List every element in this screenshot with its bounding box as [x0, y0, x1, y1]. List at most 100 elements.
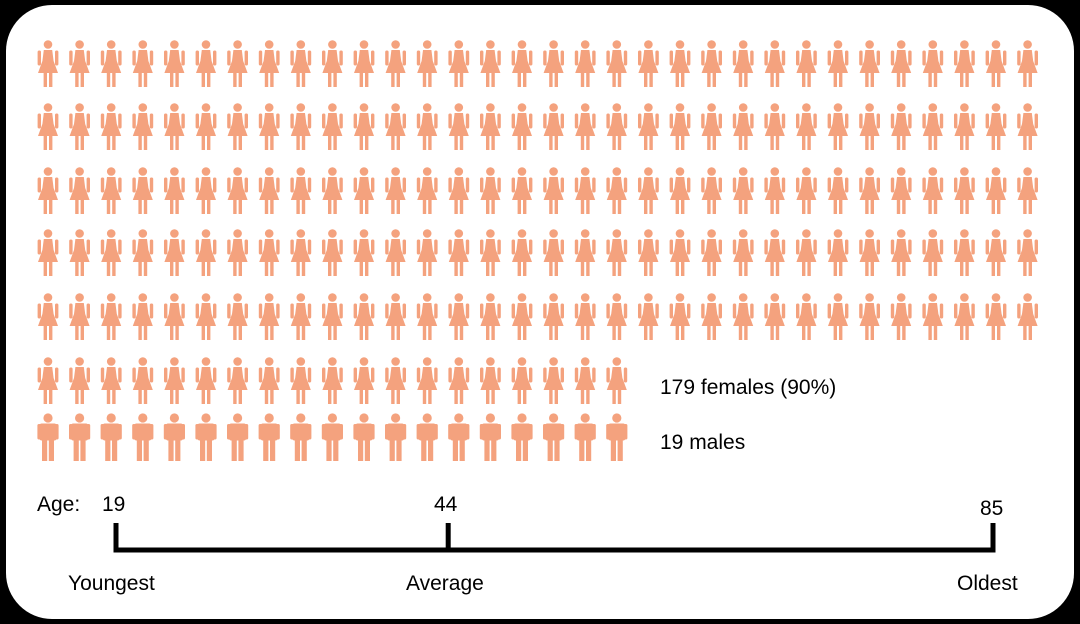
- female-person-icon: [258, 167, 280, 214]
- pictogram-chart: [37, 40, 1038, 553]
- female-person-icon: [954, 103, 975, 150]
- female-person-icon: [322, 40, 343, 87]
- female-person-icon: [258, 229, 280, 276]
- female-person-icon: [511, 293, 533, 340]
- male-person-icon: [511, 413, 533, 461]
- male-person-icon: [195, 413, 217, 461]
- female-person-icon: [448, 293, 470, 340]
- female-person-icon: [732, 103, 754, 150]
- age-min-value: 19: [102, 493, 126, 516]
- female-person-icon: [322, 167, 343, 214]
- male-person-icon: [543, 413, 565, 461]
- female-person-icon: [132, 293, 154, 340]
- male-person-icon: [448, 413, 470, 461]
- female-person-icon: [227, 293, 248, 340]
- female-person-icon: [669, 167, 691, 214]
- female-person-icon: [480, 357, 501, 404]
- female-person-icon: [890, 229, 912, 276]
- female-person-icon: [732, 229, 754, 276]
- average-caption: Average: [406, 572, 484, 595]
- female-person-icon: [954, 293, 975, 340]
- female-person-icon: [764, 229, 786, 276]
- female-person-icon: [37, 167, 59, 214]
- female-person-icon: [385, 103, 406, 150]
- female-legend-label: 179 females (90%): [660, 376, 837, 399]
- female-person-icon: [890, 103, 912, 150]
- female-person-icon: [164, 293, 185, 340]
- female-person-icon: [37, 357, 59, 404]
- female-person-icon: [638, 167, 659, 214]
- female-person-icon: [290, 103, 312, 150]
- female-person-icon: [69, 40, 90, 87]
- female-person-icon: [448, 357, 470, 404]
- female-person-icon: [385, 229, 406, 276]
- female-person-icon: [954, 40, 975, 87]
- female-person-icon: [1017, 229, 1038, 276]
- female-person-icon: [511, 357, 533, 404]
- female-person-icon: [764, 167, 786, 214]
- female-person-icon: [954, 229, 975, 276]
- age-axis-label: Age:: [37, 493, 81, 516]
- female-person-icon: [416, 103, 438, 150]
- female-person-icon: [922, 103, 944, 150]
- female-person-icon: [606, 229, 628, 276]
- female-person-icon: [511, 167, 533, 214]
- female-person-icon: [574, 293, 596, 340]
- female-person-icon: [827, 103, 849, 150]
- female-person-icon: [69, 229, 90, 276]
- female-person-icon: [258, 40, 280, 87]
- female-person-icon: [69, 167, 90, 214]
- female-person-icon: [480, 40, 501, 87]
- female-person-icon: [606, 357, 628, 404]
- female-person-icon: [511, 40, 533, 87]
- female-person-icon: [195, 103, 217, 150]
- female-person-icon: [606, 103, 628, 150]
- female-person-icon: [985, 103, 1007, 150]
- female-person-icon: [954, 167, 975, 214]
- female-person-icon: [543, 40, 564, 87]
- female-person-icon: [859, 229, 880, 276]
- female-person-icon: [132, 229, 154, 276]
- female-person-icon: [353, 293, 375, 340]
- female-person-icon: [195, 40, 217, 87]
- female-person-icon: [448, 103, 470, 150]
- female-person-icon: [606, 40, 628, 87]
- female-person-icon: [258, 103, 280, 150]
- female-person-icon: [543, 357, 564, 404]
- female-person-icon: [669, 103, 691, 150]
- female-person-icon: [164, 103, 185, 150]
- female-person-icon: [353, 229, 375, 276]
- female-person-icon: [796, 103, 817, 150]
- female-person-icon: [227, 357, 248, 404]
- female-person-icon: [890, 40, 912, 87]
- female-person-icon: [322, 103, 343, 150]
- female-person-icon: [764, 103, 786, 150]
- male-person-icon: [227, 413, 249, 461]
- male-person-icon: [163, 413, 185, 461]
- female-person-icon: [574, 167, 596, 214]
- female-person-icon: [100, 229, 122, 276]
- female-person-icon: [69, 103, 90, 150]
- female-person-icon: [1017, 103, 1038, 150]
- male-person-icon: [574, 413, 596, 461]
- female-person-icon: [732, 40, 754, 87]
- male-person-icon: [290, 413, 312, 461]
- female-person-icon: [985, 40, 1007, 87]
- female-person-icon: [416, 293, 438, 340]
- female-person-icon: [227, 167, 248, 214]
- female-person-icon: [574, 229, 596, 276]
- female-person-icon: [796, 167, 817, 214]
- female-person-icon: [701, 40, 722, 87]
- female-person-icon: [258, 293, 280, 340]
- female-person-icon: [890, 293, 912, 340]
- female-person-icon: [669, 293, 691, 340]
- female-person-icon: [574, 103, 596, 150]
- female-person-icon: [322, 229, 343, 276]
- female-person-icon: [574, 357, 596, 404]
- female-person-icon: [227, 229, 248, 276]
- female-person-icon: [764, 40, 786, 87]
- female-person-icon: [100, 167, 122, 214]
- male-person-icon: [37, 413, 59, 461]
- female-person-icon: [385, 357, 406, 404]
- male-person-icon: [258, 413, 280, 461]
